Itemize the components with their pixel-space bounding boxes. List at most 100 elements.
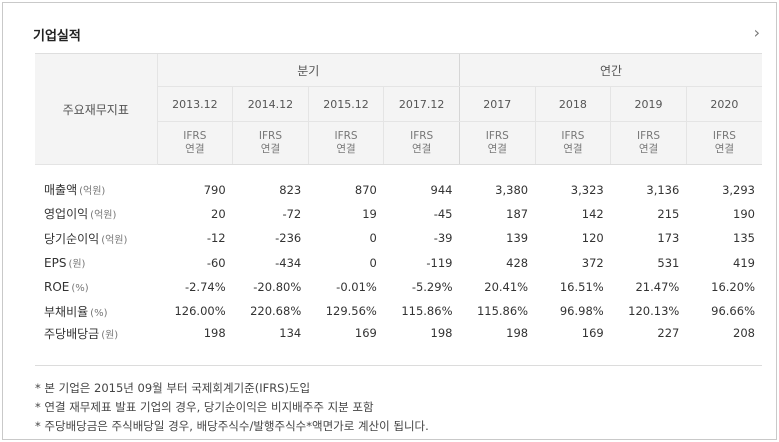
header-period: 2013.12 bbox=[156, 86, 233, 122]
table-cell: 169 bbox=[354, 326, 377, 341]
header-standard: IFRS 연결 bbox=[685, 121, 762, 165]
row-name: EPS bbox=[44, 256, 67, 271]
header-standard-ifrs: IFRS bbox=[183, 130, 207, 142]
row-unit: (원) bbox=[101, 329, 119, 341]
header-standard-ifrs: IFRS bbox=[258, 130, 282, 142]
chevron-right-icon[interactable]: › bbox=[753, 23, 760, 42]
table-cell: 142 bbox=[581, 206, 604, 221]
table-row: 매출액 (억원) 790 823 870 944 3,380 3,323 3,136 3,293 bbox=[35, 178, 762, 202]
table-cell: -45 bbox=[433, 206, 453, 221]
table-row: 주당배당금 (원) 198 134 169 198 198 169 227 208 bbox=[35, 323, 762, 347]
table-cell: -236 bbox=[275, 231, 302, 246]
table-cell: 823 bbox=[279, 182, 302, 197]
table-cell: 169 bbox=[581, 326, 604, 341]
table-cell: 198 bbox=[506, 326, 529, 341]
table-cell: 372 bbox=[581, 255, 604, 270]
table-row: 부채비율 (%) 126.00% 220.68% 129.56% 115.86% 115.8… bbox=[35, 299, 762, 323]
row-unit: (억원) bbox=[90, 210, 117, 222]
table-cell: -20.80% bbox=[253, 279, 302, 294]
row-unit: (원) bbox=[68, 259, 86, 271]
footnote: * 연결 재무제표 발표 기업의 경우, 당기순이익은 비지배주주 지분 포함 bbox=[35, 400, 374, 414]
row-label: 주당배당금 (원) bbox=[35, 323, 157, 347]
table-cell: 227 bbox=[657, 326, 680, 341]
header-group-annual: 연간 bbox=[459, 53, 762, 87]
table-row: 당기순이익 (억원) -12 -236 0 -39 139 120 173 135 bbox=[35, 226, 762, 250]
table-cell: 187 bbox=[506, 206, 529, 221]
table-cell: 944 bbox=[430, 182, 453, 197]
table-cell: 139 bbox=[506, 231, 529, 246]
header-standard-consolidated: 연결 bbox=[185, 143, 205, 155]
table-cell: 129.56% bbox=[325, 304, 377, 319]
table-cell: 115.86% bbox=[476, 304, 529, 319]
table-cell: -39 bbox=[433, 231, 453, 246]
header-standard-consolidated: 연결 bbox=[260, 143, 281, 155]
row-label: 부채비율 (%) bbox=[35, 299, 157, 323]
header-standard-consolidated: 연결 bbox=[487, 143, 507, 155]
row-unit: (%) bbox=[71, 282, 89, 294]
table-cell: 0 bbox=[369, 255, 377, 270]
header-standard-consolidated: 연결 bbox=[714, 143, 735, 155]
table-cell: 96.98% bbox=[559, 304, 604, 319]
table-cell: 215 bbox=[657, 206, 680, 221]
header-standard: IFRS 연결 bbox=[534, 121, 611, 165]
table-cell: -12 bbox=[206, 231, 226, 246]
table-row: 영업이익 (억원) 20 -72 19 -45 187 142 215 190 bbox=[35, 202, 762, 226]
table-cell: 3,293 bbox=[722, 182, 755, 197]
table-cell: 134 bbox=[279, 326, 302, 341]
table-cell: -5.29% bbox=[411, 279, 453, 294]
header-standard-consolidated: 연결 bbox=[563, 143, 583, 155]
row-label: ROE (%) bbox=[35, 275, 157, 299]
table-cell: -60 bbox=[206, 255, 226, 270]
table-cell: 20.41% bbox=[484, 279, 529, 294]
row-name: 주당배당금 bbox=[44, 326, 100, 341]
table-cell: 428 bbox=[506, 255, 529, 270]
table-cell: 198 bbox=[430, 326, 453, 341]
header-standard: IFRS 연결 bbox=[610, 121, 687, 165]
table-cell: 790 bbox=[203, 182, 226, 197]
row-name: 부채비율 bbox=[44, 304, 89, 319]
header-period: 2015.12 bbox=[307, 86, 384, 122]
table-cell: -2.74% bbox=[184, 279, 226, 294]
header-standard-ifrs: IFRS bbox=[334, 130, 358, 142]
table-cell: -0.01% bbox=[336, 279, 377, 294]
header-period: 2018 bbox=[534, 86, 611, 122]
header-standard-consolidated: 연결 bbox=[336, 143, 356, 155]
footnote: * 본 기업은 2015년 09월 부터 국제회계기준(IFRS)도입 bbox=[35, 381, 311, 395]
table-cell: 870 bbox=[354, 182, 377, 197]
header-standard: IFRS 연결 bbox=[383, 121, 460, 165]
row-label: 매출액 (억원) bbox=[35, 178, 157, 202]
section-title: 기업실적 bbox=[33, 29, 81, 44]
row-name: ROE bbox=[44, 279, 70, 294]
table-cell: 115.86% bbox=[401, 304, 453, 319]
table-cell: 120.13% bbox=[628, 304, 680, 319]
row-label: EPS (원) bbox=[35, 250, 157, 274]
footnote: * 주당배당금은 주식배당일 경우, 배당주식수/발행주식수*액면가로 계산이 … bbox=[35, 419, 429, 433]
table-bottom-divider bbox=[35, 365, 762, 366]
table-cell: 126.00% bbox=[174, 304, 226, 319]
table-row: ROE (%) -2.74% -20.80% -0.01% -5.29% 20.41% 16.… bbox=[35, 275, 762, 299]
table-cell: -72 bbox=[282, 206, 302, 221]
row-label: 당기순이익 (억원) bbox=[35, 226, 157, 250]
footnotes: * 본 기업은 2015년 09월 부터 국제회계기준(IFRS)도입 * 연결… bbox=[35, 379, 429, 436]
header-standard-consolidated: 연결 bbox=[638, 143, 659, 155]
row-name: 당기순이익 bbox=[44, 231, 100, 246]
header-standard-ifrs: IFRS bbox=[410, 130, 434, 142]
table-cell: -119 bbox=[426, 255, 453, 270]
table-cell: 120 bbox=[581, 231, 604, 246]
table-cell: 16.20% bbox=[711, 279, 755, 294]
row-label: 영업이익 (억원) bbox=[35, 202, 157, 226]
row-unit: (억원) bbox=[79, 186, 106, 198]
row-name: 영업이익 bbox=[44, 207, 89, 222]
header-standard-consolidated: 연결 bbox=[412, 143, 432, 155]
table-cell: 419 bbox=[733, 255, 755, 270]
table-row: EPS (원) -60 -434 0 -119 428 372 531 419 bbox=[35, 250, 762, 274]
table-cell: 20 bbox=[211, 206, 226, 221]
table-cell: 96.66% bbox=[711, 304, 755, 319]
table-cell: 173 bbox=[657, 231, 680, 246]
table-cell: 19 bbox=[362, 206, 377, 221]
table-cell: -434 bbox=[275, 255, 302, 270]
header-standard-ifrs: IFRS bbox=[561, 130, 585, 142]
header-standard-ifrs: IFRS bbox=[636, 130, 661, 142]
header-period: 2020 bbox=[685, 86, 762, 122]
header-period: 2019 bbox=[610, 86, 687, 122]
